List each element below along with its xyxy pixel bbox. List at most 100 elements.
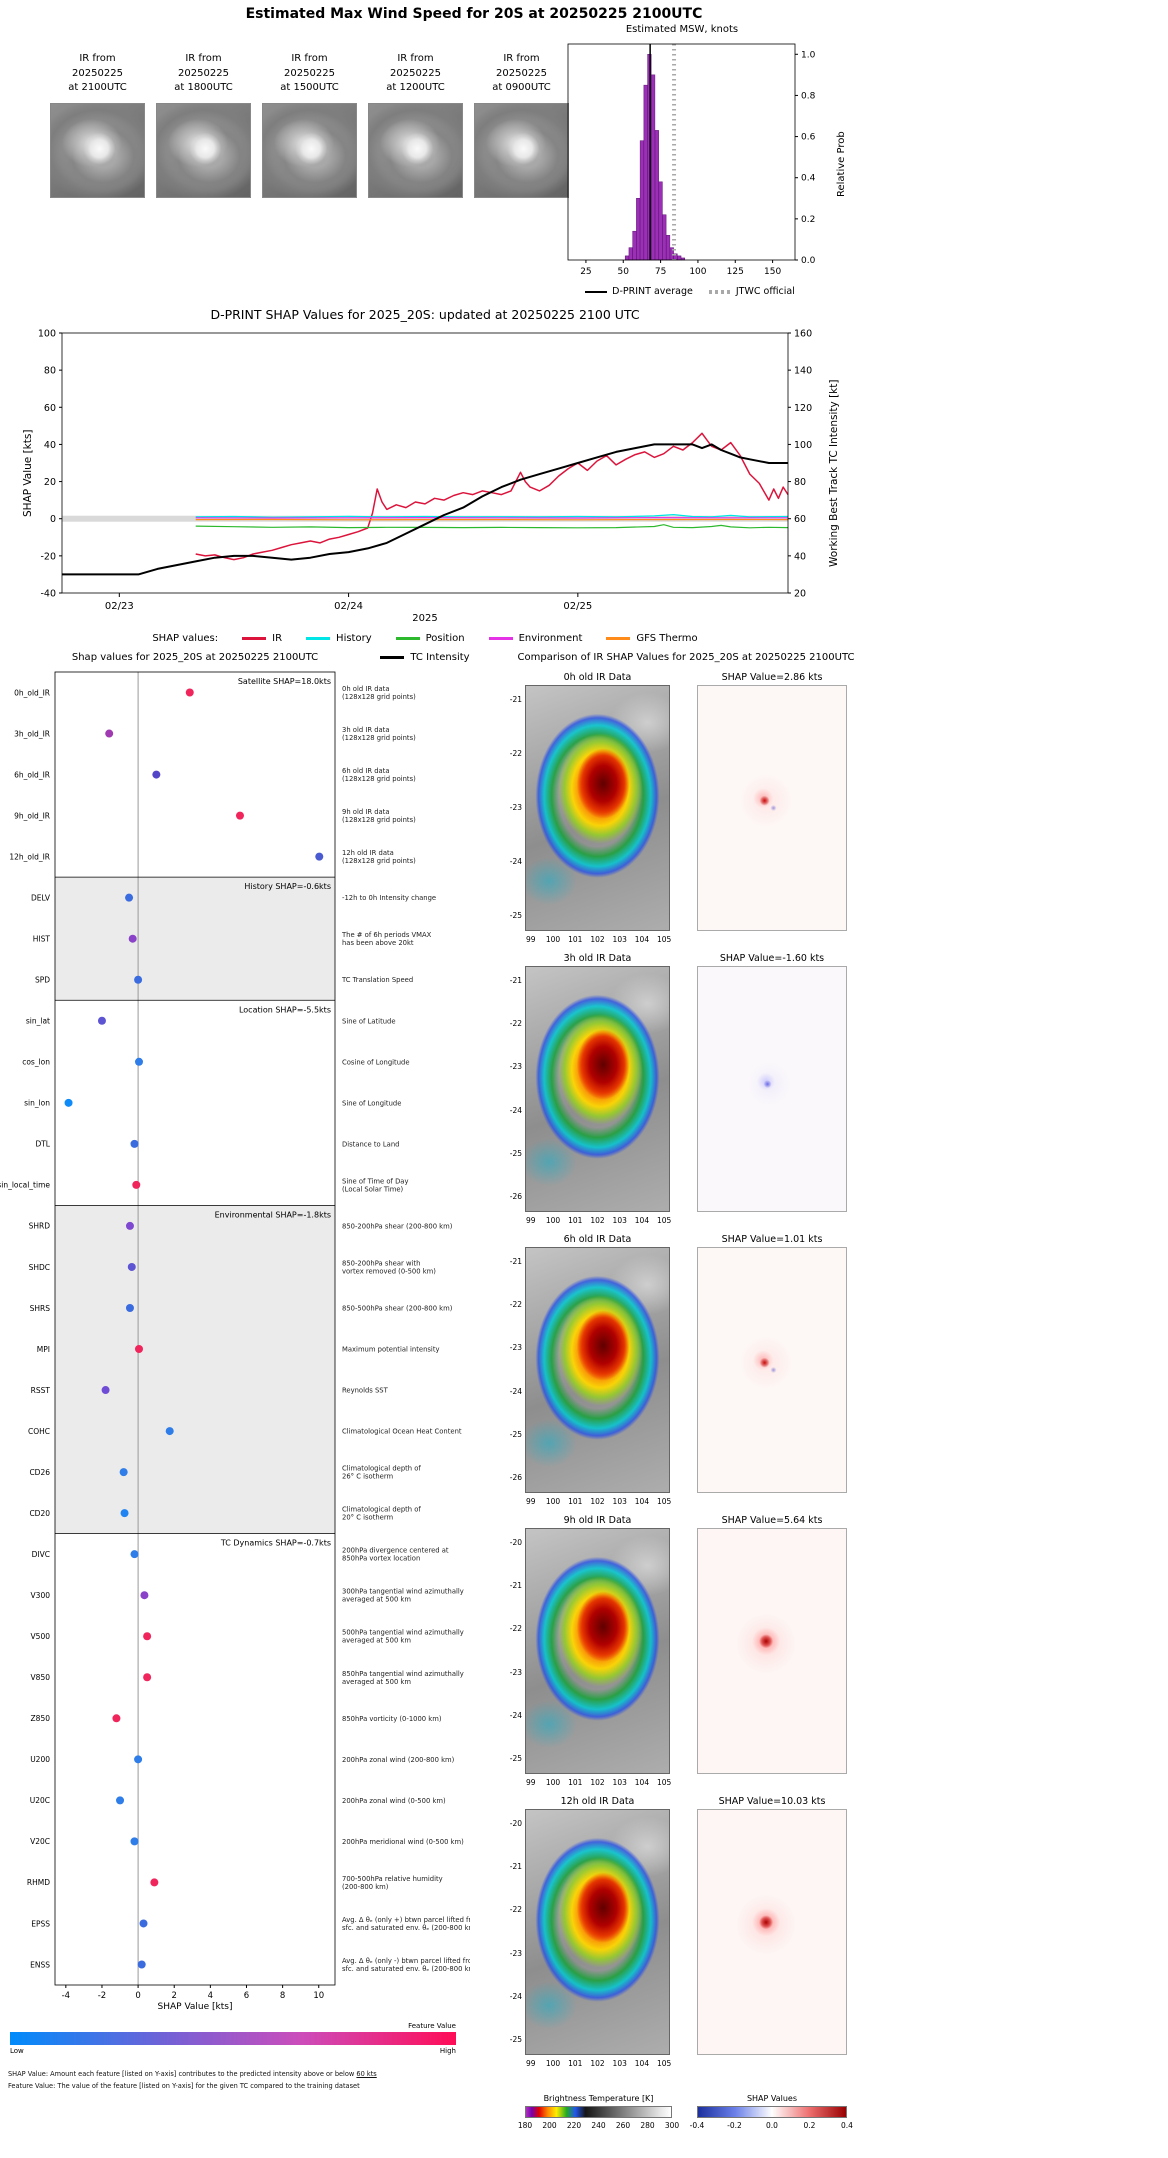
caption-line: IR from [185, 53, 222, 64]
tick-label: 1.0 [801, 50, 816, 60]
bt-tick-label: 200 [542, 2121, 557, 2130]
feature-label: 6h_old_IR [14, 770, 50, 779]
legend-item: D-PRINT average [585, 286, 693, 297]
ir-satellite-image [474, 102, 569, 198]
legend-label: GFS Thermo [636, 633, 698, 644]
shap-value-image [697, 1528, 847, 1774]
feature-desc: The # of 6h periods VMAX [341, 931, 432, 939]
lon-tick-label: 99 [526, 2059, 536, 2068]
bt-tick-label: 260 [615, 2121, 631, 2130]
group-header: Satellite SHAP=18.0kts [238, 677, 331, 686]
shap-value-title: SHAP Value=1.01 kts [721, 1234, 823, 1245]
histogram-bar [636, 198, 641, 261]
lat-tick-label: -25 [509, 1754, 522, 1764]
timeseries-legend-row2: TC Intensity [20, 652, 830, 663]
ir-thumbnail: IR from 20250225 at 1800UTC [156, 52, 251, 198]
shap-dot [140, 1591, 149, 1600]
caption-line: at 1800UTC [174, 82, 233, 93]
ir-thumbnail: IR from 20250225 at 1200UTC [368, 52, 463, 198]
legend-item: GFS Thermo [606, 633, 698, 644]
feature-desc: averaged at 500 km [342, 1637, 411, 1645]
tick-label: 125 [727, 267, 744, 277]
shap-dot [120, 1509, 129, 1518]
feature-desc: (128x128 grid points) [342, 857, 416, 865]
lat-tick-label: -21 [509, 975, 522, 985]
feature-desc: 850-500hPa shear (200-800 km) [342, 1304, 453, 1312]
lat-tick-label: -25 [509, 1148, 522, 1158]
bt-tick-label: 300 [664, 2121, 680, 2130]
feature-desc: Sine of Latitude [342, 1017, 396, 1025]
tick-label: 40 [44, 440, 56, 451]
tick-label: 0.4 [801, 174, 816, 184]
feature-desc: Maximum potential intensity [342, 1346, 440, 1354]
feature-desc: averaged at 500 km [342, 1678, 411, 1686]
caption-line: 20250225 [284, 67, 335, 79]
lon-tick-label: 99 [526, 1497, 536, 1506]
lat-tick-label: -24 [509, 1710, 522, 1720]
lat-tick-label: -24 [509, 1991, 522, 2001]
shap-value-title: SHAP Value=2.86 kts [721, 672, 823, 683]
tick-label: 50 [618, 267, 630, 277]
ir-data-image [525, 1247, 670, 1493]
ir-satellite-image [156, 102, 251, 198]
tick-label: 10 [313, 1991, 324, 2001]
feature-label: V850 [31, 1673, 51, 1682]
shap-dot [137, 1960, 146, 1969]
axes-box [54, 671, 336, 1986]
feature-desc: 850-200hPa shear (200-800 km) [342, 1222, 453, 1230]
lon-tick-label: 101 [568, 2059, 583, 2068]
tick-label: 0 [135, 1991, 140, 2001]
lat-tick-label: -25 [509, 911, 522, 921]
feature-desc: 20° C isotherm [342, 1514, 394, 1522]
tick-label: 0.8 [801, 91, 816, 101]
lon-tick-label: 100 [545, 1216, 561, 1225]
shap-dot [135, 1345, 143, 1354]
lon-tick-label: 99 [526, 1216, 536, 1225]
tick-label: -2 [98, 1991, 106, 2001]
feature-desc: (200-800 km) [342, 1883, 389, 1891]
lon-tick-label: 100 [545, 935, 561, 944]
shap-cb-tick-label: -0.2 [727, 2121, 742, 2130]
shap-dot [130, 1837, 139, 1846]
ir-satellite-image [262, 102, 357, 198]
group-band [55, 1205, 335, 1534]
tick-label: 140 [794, 366, 812, 377]
histogram-legend: D-PRINT average JTWC official [540, 286, 840, 297]
tick-label: 4 [208, 1991, 213, 2001]
feature-label: MPI [37, 1345, 50, 1354]
feature-desc: 0h old IR data [342, 685, 390, 693]
lon-tick-label: 104 [634, 1497, 650, 1506]
axes-box [61, 332, 789, 594]
histogram-bar [643, 84, 648, 261]
series-line-TC-Intensity [62, 443, 788, 576]
lat-tick-label: -23 [509, 1062, 522, 1072]
dotplot-title: Shap values for 2025_20S at 20250225 210… [71, 652, 319, 663]
shap-cb-tick-label: 0.2 [803, 2121, 816, 2130]
feature-label: cos_lon [22, 1058, 50, 1067]
shap-timeseries-chart: -40 -20 0 20 40 60 80 100 20 40 60 80 100 120 140 160 02… [38, 329, 812, 613]
bt-colorbar-label: Brightness Temperature [K] [543, 2094, 654, 2103]
ir-thumbnail-caption: IR from 20250225 at 1200UTC [368, 52, 463, 96]
feature-label: RSST [31, 1386, 51, 1395]
lon-tick-label: 102 [590, 1497, 605, 1506]
shap-dotplot-panel: Shap values for 2025_20S at 20250225 210… [0, 650, 470, 2158]
feature-desc: 850hPa vorticity (0-1000 km) [342, 1715, 442, 1723]
feature-desc: Avg. Δ θₑ (only +) btwn parcel lifted fr… [342, 1916, 470, 1924]
feature-label: Z850 [31, 1714, 51, 1723]
shap-value-title: SHAP Value=5.64 kts [721, 1515, 823, 1526]
lat-tick-label: -22 [509, 748, 522, 758]
lat-tick-label: -24 [509, 1386, 522, 1396]
shap-dot [116, 1796, 125, 1805]
tick-label: 02/23 [105, 601, 134, 612]
solid-line-swatch [585, 290, 608, 293]
histogram-bar [632, 230, 637, 261]
footnote-text: Feature Value: The value of the feature … [8, 2082, 360, 2090]
legend-swatch [606, 637, 631, 640]
feature-label: 3h_old_IR [14, 729, 50, 738]
group-header: Location SHAP=-5.5kts [239, 1005, 331, 1014]
tick-label: 160 [794, 329, 812, 340]
legend-label: D-PRINT average [612, 286, 693, 297]
feature-value-low-label: Low [10, 2047, 24, 2055]
shap-dot [128, 934, 137, 943]
footnote-underlined-text: 60 kts [356, 2070, 377, 2078]
